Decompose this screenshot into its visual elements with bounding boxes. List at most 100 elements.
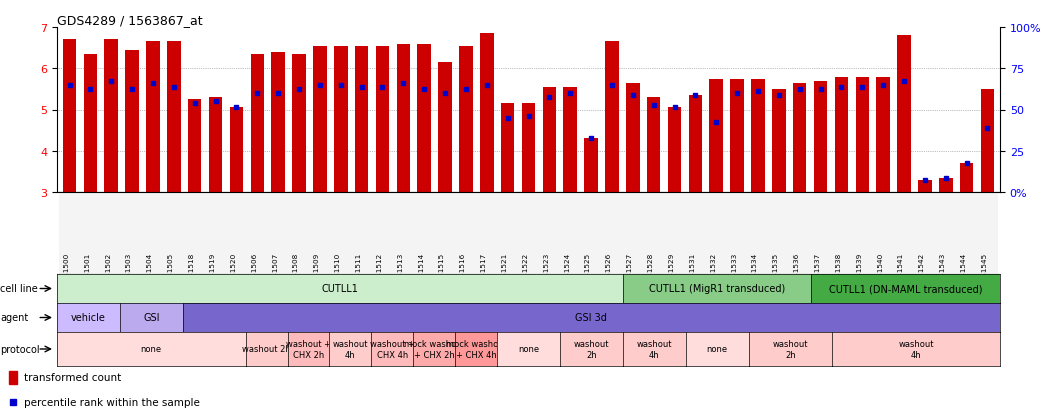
Bar: [292, 55, 306, 192]
Text: CUTLL1 (DN-MAML transduced): CUTLL1 (DN-MAML transduced): [829, 284, 982, 294]
Text: none: none: [140, 345, 162, 354]
Bar: [8, 371, 17, 385]
Bar: [334, 46, 348, 192]
Bar: [814, 81, 827, 192]
Bar: [876, 77, 890, 192]
Bar: [460, 46, 472, 192]
Bar: [208, 98, 222, 192]
Bar: [563, 88, 577, 192]
Text: washout +
CHX 4h: washout + CHX 4h: [370, 339, 415, 359]
Bar: [226, 192, 247, 274]
Bar: [643, 192, 664, 274]
Text: washout
4h: washout 4h: [898, 339, 934, 359]
Bar: [873, 192, 893, 274]
Text: agent: agent: [0, 313, 28, 323]
Bar: [710, 79, 723, 192]
Bar: [918, 180, 932, 192]
Bar: [810, 192, 831, 274]
Text: washout
4h: washout 4h: [637, 339, 672, 359]
Text: cell line: cell line: [0, 284, 38, 294]
Bar: [163, 192, 184, 274]
Bar: [852, 192, 873, 274]
Text: GSI: GSI: [143, 313, 159, 323]
Bar: [539, 192, 560, 274]
Text: washout
2h: washout 2h: [773, 339, 808, 359]
Bar: [187, 100, 201, 192]
Bar: [500, 104, 514, 192]
Bar: [247, 192, 268, 274]
Bar: [956, 192, 977, 274]
Bar: [727, 192, 748, 274]
Bar: [289, 192, 310, 274]
Bar: [897, 36, 911, 192]
Bar: [647, 98, 661, 192]
Bar: [393, 192, 414, 274]
Bar: [121, 192, 142, 274]
Bar: [518, 192, 539, 274]
Bar: [476, 192, 497, 274]
Bar: [981, 90, 995, 192]
Bar: [751, 79, 764, 192]
Bar: [435, 192, 455, 274]
Text: none: none: [518, 345, 539, 354]
Bar: [205, 192, 226, 274]
Text: mock washout
+ CHX 2h: mock washout + CHX 2h: [404, 339, 465, 359]
Bar: [789, 192, 810, 274]
Text: washout 2h: washout 2h: [242, 345, 291, 354]
Text: CUTLL1 (MigR1 transduced): CUTLL1 (MigR1 transduced): [649, 284, 785, 294]
Bar: [581, 192, 602, 274]
Bar: [105, 40, 118, 192]
Bar: [355, 46, 369, 192]
Bar: [560, 192, 581, 274]
Text: washout +
CHX 2h: washout + CHX 2h: [286, 339, 331, 359]
Bar: [834, 77, 848, 192]
Bar: [622, 192, 643, 274]
Bar: [268, 192, 289, 274]
Bar: [685, 192, 706, 274]
Bar: [439, 63, 452, 192]
Text: washout
4h: washout 4h: [333, 339, 369, 359]
Bar: [831, 192, 852, 274]
Text: washout
2h: washout 2h: [574, 339, 609, 359]
Bar: [497, 192, 518, 274]
Bar: [689, 96, 703, 192]
Bar: [480, 34, 493, 192]
Bar: [772, 90, 785, 192]
Bar: [542, 88, 556, 192]
Bar: [84, 55, 97, 192]
Text: mock washout
+ CHX 4h: mock washout + CHX 4h: [446, 339, 507, 359]
Bar: [310, 192, 330, 274]
Bar: [668, 108, 682, 192]
Text: CUTLL1: CUTLL1: [321, 284, 358, 294]
Bar: [414, 192, 435, 274]
Bar: [939, 178, 953, 192]
Text: transformed count: transformed count: [24, 373, 121, 382]
Bar: [142, 192, 163, 274]
Bar: [768, 192, 789, 274]
Bar: [914, 192, 935, 274]
Bar: [893, 192, 914, 274]
Bar: [664, 192, 685, 274]
Bar: [250, 55, 264, 192]
Bar: [168, 43, 181, 192]
Text: percentile rank within the sample: percentile rank within the sample: [24, 397, 200, 407]
Bar: [977, 192, 998, 274]
Bar: [935, 192, 956, 274]
Bar: [455, 192, 476, 274]
Bar: [626, 83, 640, 192]
Bar: [521, 104, 535, 192]
Bar: [59, 192, 80, 274]
Text: vehicle: vehicle: [71, 313, 106, 323]
Text: none: none: [707, 345, 728, 354]
Bar: [793, 83, 806, 192]
Bar: [147, 43, 160, 192]
Bar: [605, 43, 619, 192]
Bar: [330, 192, 351, 274]
Bar: [351, 192, 372, 274]
Bar: [584, 139, 598, 192]
Text: GSI 3d: GSI 3d: [576, 313, 607, 323]
Bar: [960, 164, 974, 192]
Bar: [101, 192, 121, 274]
Bar: [706, 192, 727, 274]
Bar: [748, 192, 768, 274]
